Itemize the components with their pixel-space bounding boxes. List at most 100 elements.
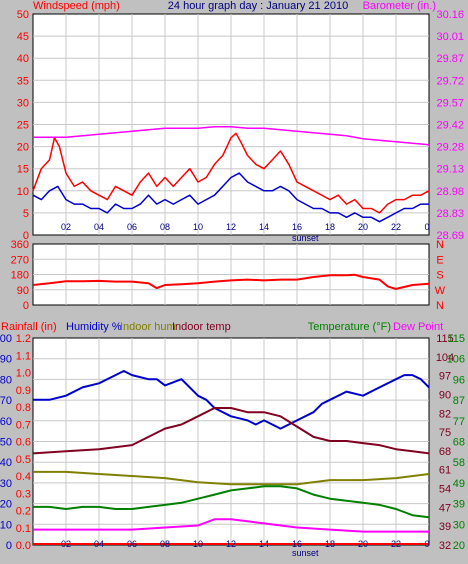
barometer-tick-label: 30.16 xyxy=(436,9,464,21)
temperature-tick-label: 106 xyxy=(447,354,465,366)
barometer-axis-label: Barometer (in.) xyxy=(363,0,436,12)
indoor-temp-tick-label: 82 xyxy=(439,408,451,420)
wind-x-tick-label: 02 xyxy=(61,222,71,232)
direction-compass-label: E xyxy=(436,254,443,266)
direction-degree-label: 180 xyxy=(11,270,29,282)
humidity-tick-labels: 0 10 20 30 40 50 60 70 80 90 100 xyxy=(0,333,12,552)
indoor-temp-tick-label: 32 xyxy=(439,540,451,552)
indoor-temp-tick-label: 75 xyxy=(439,427,451,439)
indoor-temp-tick-label: 68 xyxy=(439,446,451,458)
rainfall-tick-label: 1.1 xyxy=(16,350,31,362)
barometer-tick-label: 30.01 xyxy=(436,31,464,43)
humidity-x-tick-label: 08 xyxy=(160,539,170,549)
humidity-tick-label: 100 xyxy=(0,333,12,345)
temperature-tick-label: 20 xyxy=(453,540,465,552)
dew-point-axis-label: Dew Point xyxy=(393,321,443,333)
sunset-label-bottom: sunset xyxy=(292,548,319,558)
indoor-temp-tick-label: 54 xyxy=(439,484,451,496)
wind-gridlines xyxy=(33,14,429,235)
rainfall-tick-label: 0.6 xyxy=(16,437,31,449)
series-windspeed-average xyxy=(32,172,429,223)
temperature-tick-label: 87 xyxy=(453,395,465,407)
indoor-temp-tick-label: 104 xyxy=(436,352,454,364)
windspeed-axis-label: Windspeed (mph) xyxy=(33,0,120,12)
direction-compass-label: N xyxy=(436,239,444,251)
humidity-x-tick-label: 12 xyxy=(226,539,236,549)
humidity-tick-label: 80 xyxy=(0,374,12,386)
wind-series xyxy=(32,126,430,223)
series-wind-direction xyxy=(32,273,430,290)
series-temperature xyxy=(33,485,430,519)
wind-x-tick-label: 18 xyxy=(325,222,335,232)
windspeed-tick-label: 40 xyxy=(17,53,29,65)
humidity-x-tick-label: 0 xyxy=(424,539,429,549)
series-dew-point xyxy=(33,518,429,533)
humidity-tick-label: 0 xyxy=(6,540,12,552)
humidity-x-tick-label: 10 xyxy=(193,539,203,549)
series-barometer xyxy=(33,126,430,146)
humidity-x-tick-label: 16 xyxy=(292,539,302,549)
rainfall-tick-label: 0.9 xyxy=(16,385,31,397)
indoor-temp-axis-label: Indoor temp xyxy=(172,321,231,333)
direction-degree-label: 360 xyxy=(11,239,29,251)
indoor-temp-tick-label: 90 xyxy=(439,389,451,401)
temperature-tick-label: 115 xyxy=(447,333,465,345)
direction-compass-label: W xyxy=(435,285,446,297)
direction-compass-label: N xyxy=(436,300,444,312)
barometer-tick-label: 29.13 xyxy=(436,164,464,176)
humidity-tick-label: 20 xyxy=(0,499,12,511)
rainfall-tick-label: 0.7 xyxy=(16,419,31,431)
barometer-tick-label: 28.83 xyxy=(436,208,464,220)
series-humidity xyxy=(33,370,430,430)
temperature-tick-label: 30 xyxy=(453,519,465,531)
indoor-temp-tick-label: 115 xyxy=(436,333,454,345)
indoor-hum-axis-label: Indoor hum xyxy=(120,321,176,333)
humidity-tick-label: 60 xyxy=(0,416,12,428)
rainfall-tick-label: 0.1 xyxy=(16,523,31,535)
wind-x-tick-label: 04 xyxy=(94,222,104,232)
direction-degree-label: 270 xyxy=(11,254,29,266)
direction-compass-label: S xyxy=(436,270,443,282)
barometer-tick-label: 29.87 xyxy=(436,53,464,65)
direction-series xyxy=(32,273,430,290)
temperature-axis-label: Temperature (°F) xyxy=(308,321,391,333)
humidity-x-tick-label: 04 xyxy=(94,539,104,549)
barometer-tick-label: 28.69 xyxy=(436,230,464,242)
windspeed-tick-label: 0 xyxy=(23,230,29,242)
chart-title: 24 hour graph day : January 21 2010 xyxy=(168,0,348,12)
humidity-tick-label: 10 xyxy=(0,519,12,531)
temperature-tick-labels-outer: 20 30 39 49 58 68 77 87 96 106 115 xyxy=(447,333,465,552)
sunset-label-top: sunset xyxy=(292,233,319,243)
windspeed-tick-label: 15 xyxy=(17,164,29,176)
humidity-tick-label: 30 xyxy=(0,478,12,490)
temperature-tick-label: 77 xyxy=(453,416,465,428)
windspeed-tick-label: 35 xyxy=(17,75,29,87)
wind-x-tick-label: 12 xyxy=(226,222,236,232)
series-indoor-hum xyxy=(33,470,430,486)
direction-degree-label: 0 xyxy=(23,300,29,312)
indoor-temp-tick-label: 61 xyxy=(439,465,451,477)
humidity-x-tick-label: 02 xyxy=(61,539,71,549)
rainfall-tick-label: 0.8 xyxy=(16,402,31,414)
humidity-series xyxy=(32,370,430,545)
windspeed-tick-label: 45 xyxy=(17,31,29,43)
rainfall-tick-labels: 0.0 0.1 0.2 0.3 0.4 0.5 0.6 0.7 0.8 0.9 1.0 1.1 1.2 xyxy=(16,333,31,552)
windspeed-tick-label: 10 xyxy=(17,186,29,198)
wind-x-tick-label: 16 xyxy=(292,222,302,232)
temperature-tick-label: 68 xyxy=(453,437,465,449)
rainfall-tick-label: 0.4 xyxy=(16,471,31,483)
temperature-tick-label: 96 xyxy=(453,374,465,386)
wind-x-tick-label: 06 xyxy=(127,222,137,232)
rainfall-tick-label: 1.2 xyxy=(16,333,31,345)
windspeed-tick-label: 5 xyxy=(23,208,29,220)
humidity-x-tick-label: 06 xyxy=(127,539,137,549)
humidity-tick-label: 90 xyxy=(0,354,12,366)
wind-x-tick-labels: 02 04 06 08 10 12 14 16 18 20 22 0 xyxy=(61,222,430,232)
rainfall-tick-label: 0.5 xyxy=(16,454,31,466)
barometer-tick-label: 29.72 xyxy=(436,75,464,87)
wind-x-tick-label: 14 xyxy=(259,222,269,232)
wind-x-tick-label: 22 xyxy=(391,222,401,232)
humidity-x-tick-labels: 02 04 06 08 10 12 14 16 18 20 22 0 xyxy=(61,539,430,549)
rainfall-tick-label: 1.0 xyxy=(16,368,31,380)
